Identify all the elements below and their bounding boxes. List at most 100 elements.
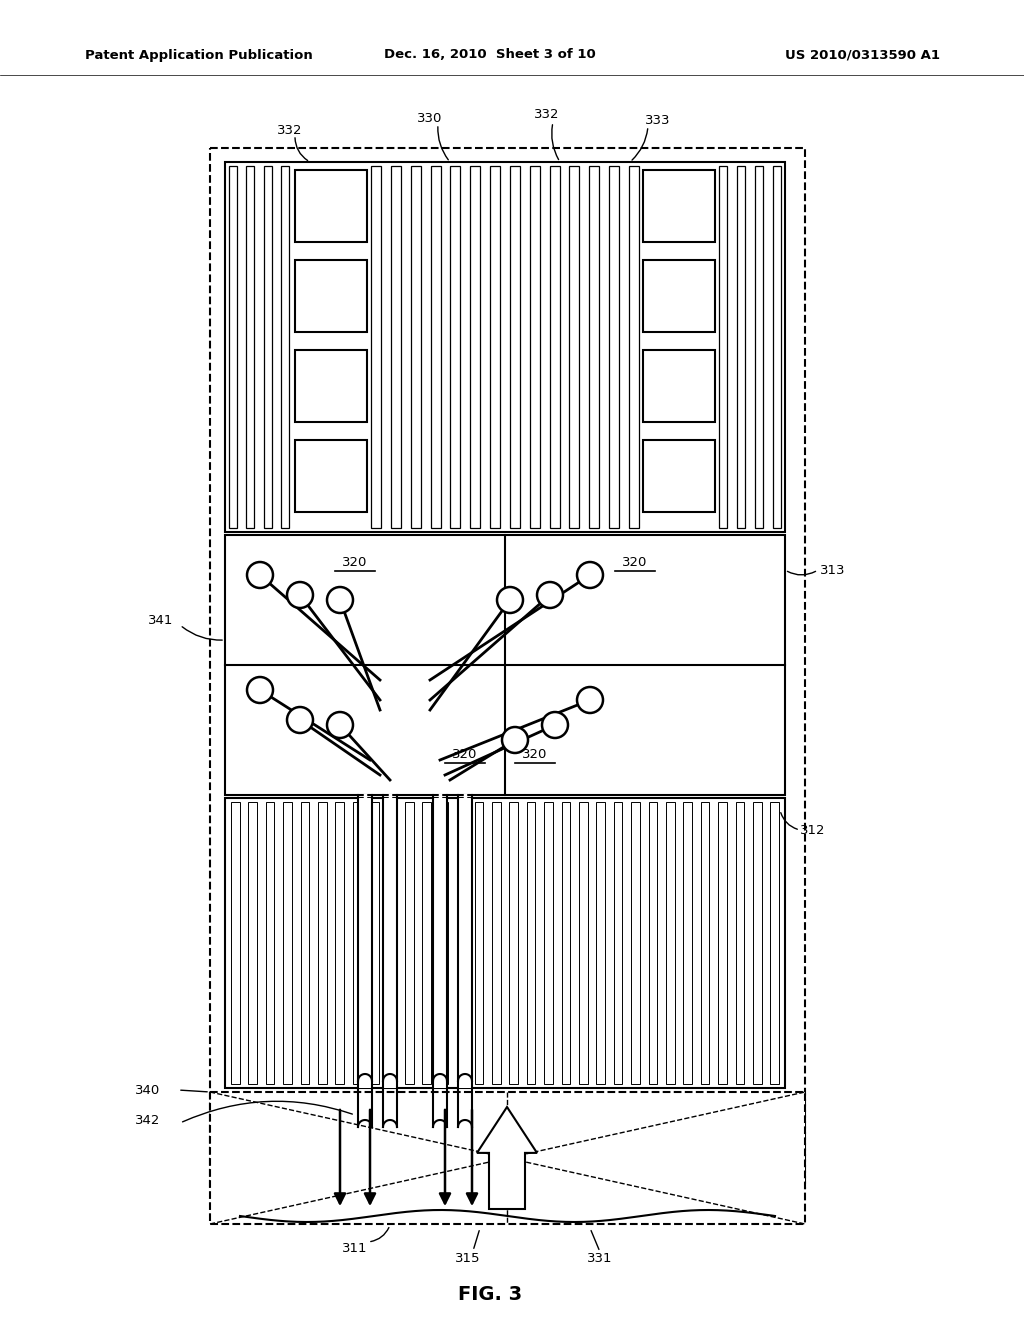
Circle shape <box>577 562 603 587</box>
Bar <box>470 166 480 528</box>
Circle shape <box>537 582 563 609</box>
Bar <box>336 803 344 1084</box>
Bar <box>210 1092 805 1224</box>
Bar <box>249 803 257 1084</box>
Bar <box>430 166 440 528</box>
Bar <box>773 166 781 528</box>
Bar <box>411 166 421 528</box>
Bar <box>432 799 449 1088</box>
Bar <box>561 803 570 1084</box>
Bar <box>318 803 327 1084</box>
Bar <box>596 803 605 1084</box>
Bar <box>422 803 431 1084</box>
Text: 342: 342 <box>135 1114 161 1126</box>
Bar <box>295 260 367 333</box>
Text: 312: 312 <box>800 824 825 837</box>
Bar <box>266 803 274 1084</box>
Text: FIG. 3: FIG. 3 <box>458 1286 522 1304</box>
Text: 315: 315 <box>456 1251 480 1265</box>
Bar <box>382 799 398 1088</box>
Bar <box>648 803 657 1084</box>
Bar <box>643 350 715 422</box>
Bar <box>439 803 449 1084</box>
Bar <box>579 803 588 1084</box>
Text: US 2010/0313590 A1: US 2010/0313590 A1 <box>785 49 940 62</box>
Text: 320: 320 <box>522 748 548 762</box>
Bar <box>474 803 483 1084</box>
Text: 313: 313 <box>820 564 846 577</box>
Bar <box>284 803 292 1084</box>
Bar <box>735 803 744 1084</box>
Bar <box>225 162 785 532</box>
Bar <box>295 170 367 242</box>
Circle shape <box>247 562 273 587</box>
Bar <box>526 803 536 1084</box>
Circle shape <box>327 711 353 738</box>
Bar <box>404 803 414 1084</box>
Bar <box>370 803 379 1084</box>
Bar <box>631 803 640 1084</box>
Bar <box>529 166 540 528</box>
Bar <box>231 803 240 1084</box>
Bar <box>509 803 518 1084</box>
Circle shape <box>287 582 313 609</box>
Text: 340: 340 <box>135 1084 160 1097</box>
Bar <box>589 166 599 528</box>
Bar <box>737 166 745 528</box>
Bar <box>295 440 367 512</box>
Text: 320: 320 <box>623 557 648 569</box>
Text: 331: 331 <box>587 1251 612 1265</box>
Bar <box>225 535 785 795</box>
Circle shape <box>497 587 523 612</box>
Circle shape <box>502 727 528 752</box>
Text: 341: 341 <box>148 614 173 627</box>
Circle shape <box>542 711 568 738</box>
Text: Patent Application Publication: Patent Application Publication <box>85 49 312 62</box>
Bar <box>353 803 361 1084</box>
Text: 320: 320 <box>342 557 368 569</box>
Circle shape <box>327 587 353 612</box>
Circle shape <box>247 677 273 704</box>
Bar <box>770 803 779 1084</box>
Bar <box>451 166 461 528</box>
Bar <box>225 799 785 1088</box>
Bar <box>544 803 553 1084</box>
Bar <box>629 166 639 528</box>
Bar <box>387 803 396 1084</box>
Text: Dec. 16, 2010  Sheet 3 of 10: Dec. 16, 2010 Sheet 3 of 10 <box>384 49 596 62</box>
Bar <box>718 803 727 1084</box>
Bar <box>613 803 623 1084</box>
Bar <box>490 166 500 528</box>
Circle shape <box>287 708 313 733</box>
Bar <box>700 803 710 1084</box>
Bar <box>550 166 559 528</box>
Bar <box>371 166 381 528</box>
Circle shape <box>577 686 603 713</box>
Bar <box>281 166 289 528</box>
Bar <box>510 166 520 528</box>
Bar <box>457 803 466 1084</box>
Bar <box>666 803 675 1084</box>
Bar <box>457 799 473 1088</box>
Bar <box>391 166 400 528</box>
Bar <box>683 803 692 1084</box>
Polygon shape <box>477 1107 537 1209</box>
Bar <box>719 166 727 528</box>
Bar <box>643 260 715 333</box>
Text: 333: 333 <box>645 114 671 127</box>
Bar <box>643 440 715 512</box>
Text: 311: 311 <box>342 1242 368 1254</box>
Bar <box>492 803 501 1084</box>
Bar <box>210 148 805 1188</box>
Text: 332: 332 <box>535 108 560 121</box>
Bar <box>753 803 762 1084</box>
Bar <box>609 166 620 528</box>
Bar <box>229 166 237 528</box>
Bar <box>357 799 373 1088</box>
Bar <box>263 166 271 528</box>
Text: 330: 330 <box>418 111 442 124</box>
Bar <box>755 166 763 528</box>
Bar <box>301 803 309 1084</box>
Bar <box>643 170 715 242</box>
Text: 320: 320 <box>453 748 477 762</box>
